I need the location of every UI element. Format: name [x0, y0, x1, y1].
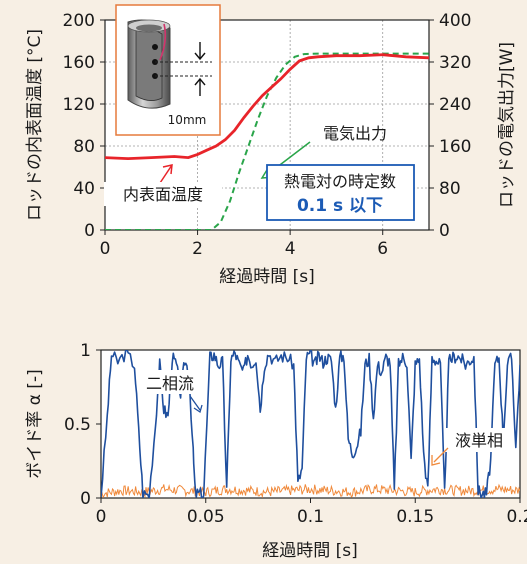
y-tick-label-left: 0 [84, 221, 95, 241]
y-tick-label-left: 160 [63, 53, 95, 73]
y-tick-label-left: 80 [73, 137, 95, 157]
y-tick-label-left: 120 [63, 95, 95, 115]
x-axis-label-1: 経過時間 [s] [219, 267, 315, 287]
liquid-annotation-label: 液単相 [455, 431, 503, 450]
axes-1: 0 40 80 120 160 200 0 80 160 240 320 400 0 2 4 6 [63, 11, 472, 259]
y-tick-label-left: 200 [63, 11, 95, 31]
temperature-annotation-label: 内表面温度 [123, 185, 203, 204]
x-tick-label-2: 0.05 [187, 507, 225, 527]
time-constant-value: 0.1 s 以下 [297, 196, 383, 216]
two-phase-annotation-label: 二相流 [146, 374, 194, 393]
y-tick-label-2: 1 [80, 341, 91, 361]
time-constant-frame [266, 164, 415, 221]
series-liquid-single-phase-line [101, 483, 520, 498]
y-tick-label-right: 240 [439, 95, 471, 115]
x-tick-label: 2 [192, 239, 203, 259]
y-axis-left-label: ロッドの内表面温度 [°C] [25, 29, 45, 221]
plot-frame-1 [104, 19, 430, 231]
x-axis-label-2: 経過時間 [s] [262, 541, 358, 561]
y-axis-right-label: ロッドの電気出力[W] [497, 42, 517, 208]
arrow-down-icon [194, 42, 206, 61]
y-tick-label-right: 80 [439, 179, 461, 199]
x-tick-label: 6 [377, 239, 388, 259]
x-tick-label-2: 0.15 [396, 507, 434, 527]
annotation-temperature: 内表面温度 [104, 164, 222, 206]
y-tick-label-right: 400 [439, 11, 471, 31]
time-constant-box: 熱電対の時定数 0.1 s 以下 [266, 164, 415, 221]
y-tick-label-right: 0 [439, 221, 450, 241]
x-tick-label-2: 0 [96, 507, 107, 527]
x-tick-label: 0 [100, 239, 111, 259]
x-tick-label: 4 [285, 239, 296, 259]
y-tick-label-right: 320 [439, 53, 471, 73]
power-annotation-label: 電気出力 [323, 124, 387, 143]
y-tick-label-left: 40 [73, 179, 95, 199]
time-constant-title: 熱電対の時定数 [284, 172, 396, 191]
arrow-up-icon [194, 77, 206, 96]
y-tick-label-right: 160 [439, 137, 471, 157]
inset-scale-label: 10mm [168, 113, 207, 127]
series-electric-power-line [105, 52, 429, 230]
y-tick-label-2: 0.5 [64, 415, 91, 435]
annotation-liquid: 液単相 [431, 428, 513, 466]
annotation-two-phase: 二相流 [140, 370, 203, 414]
series-two-phase-flow-line [101, 350, 520, 498]
liquid-label-bg [445, 428, 513, 452]
x-tick-label-2: 0.1 [297, 507, 324, 527]
series-inner-surface-temperature-line [105, 53, 429, 161]
temperature-label-bg [104, 182, 222, 206]
y-tick-label-2: 0 [80, 489, 91, 509]
two-phase-label-bg [140, 370, 202, 394]
rod-inset: 10mm [115, 4, 221, 136]
x-tick-label-2: 0.2 [506, 507, 527, 527]
rod-cross-section-icon [127, 19, 212, 109]
chart-1: 0 40 80 120 160 200 0 80 160 240 320 400 0 2 4 6 [25, 4, 517, 287]
y-axis-label-2: ボイド率 α [-] [25, 369, 45, 478]
